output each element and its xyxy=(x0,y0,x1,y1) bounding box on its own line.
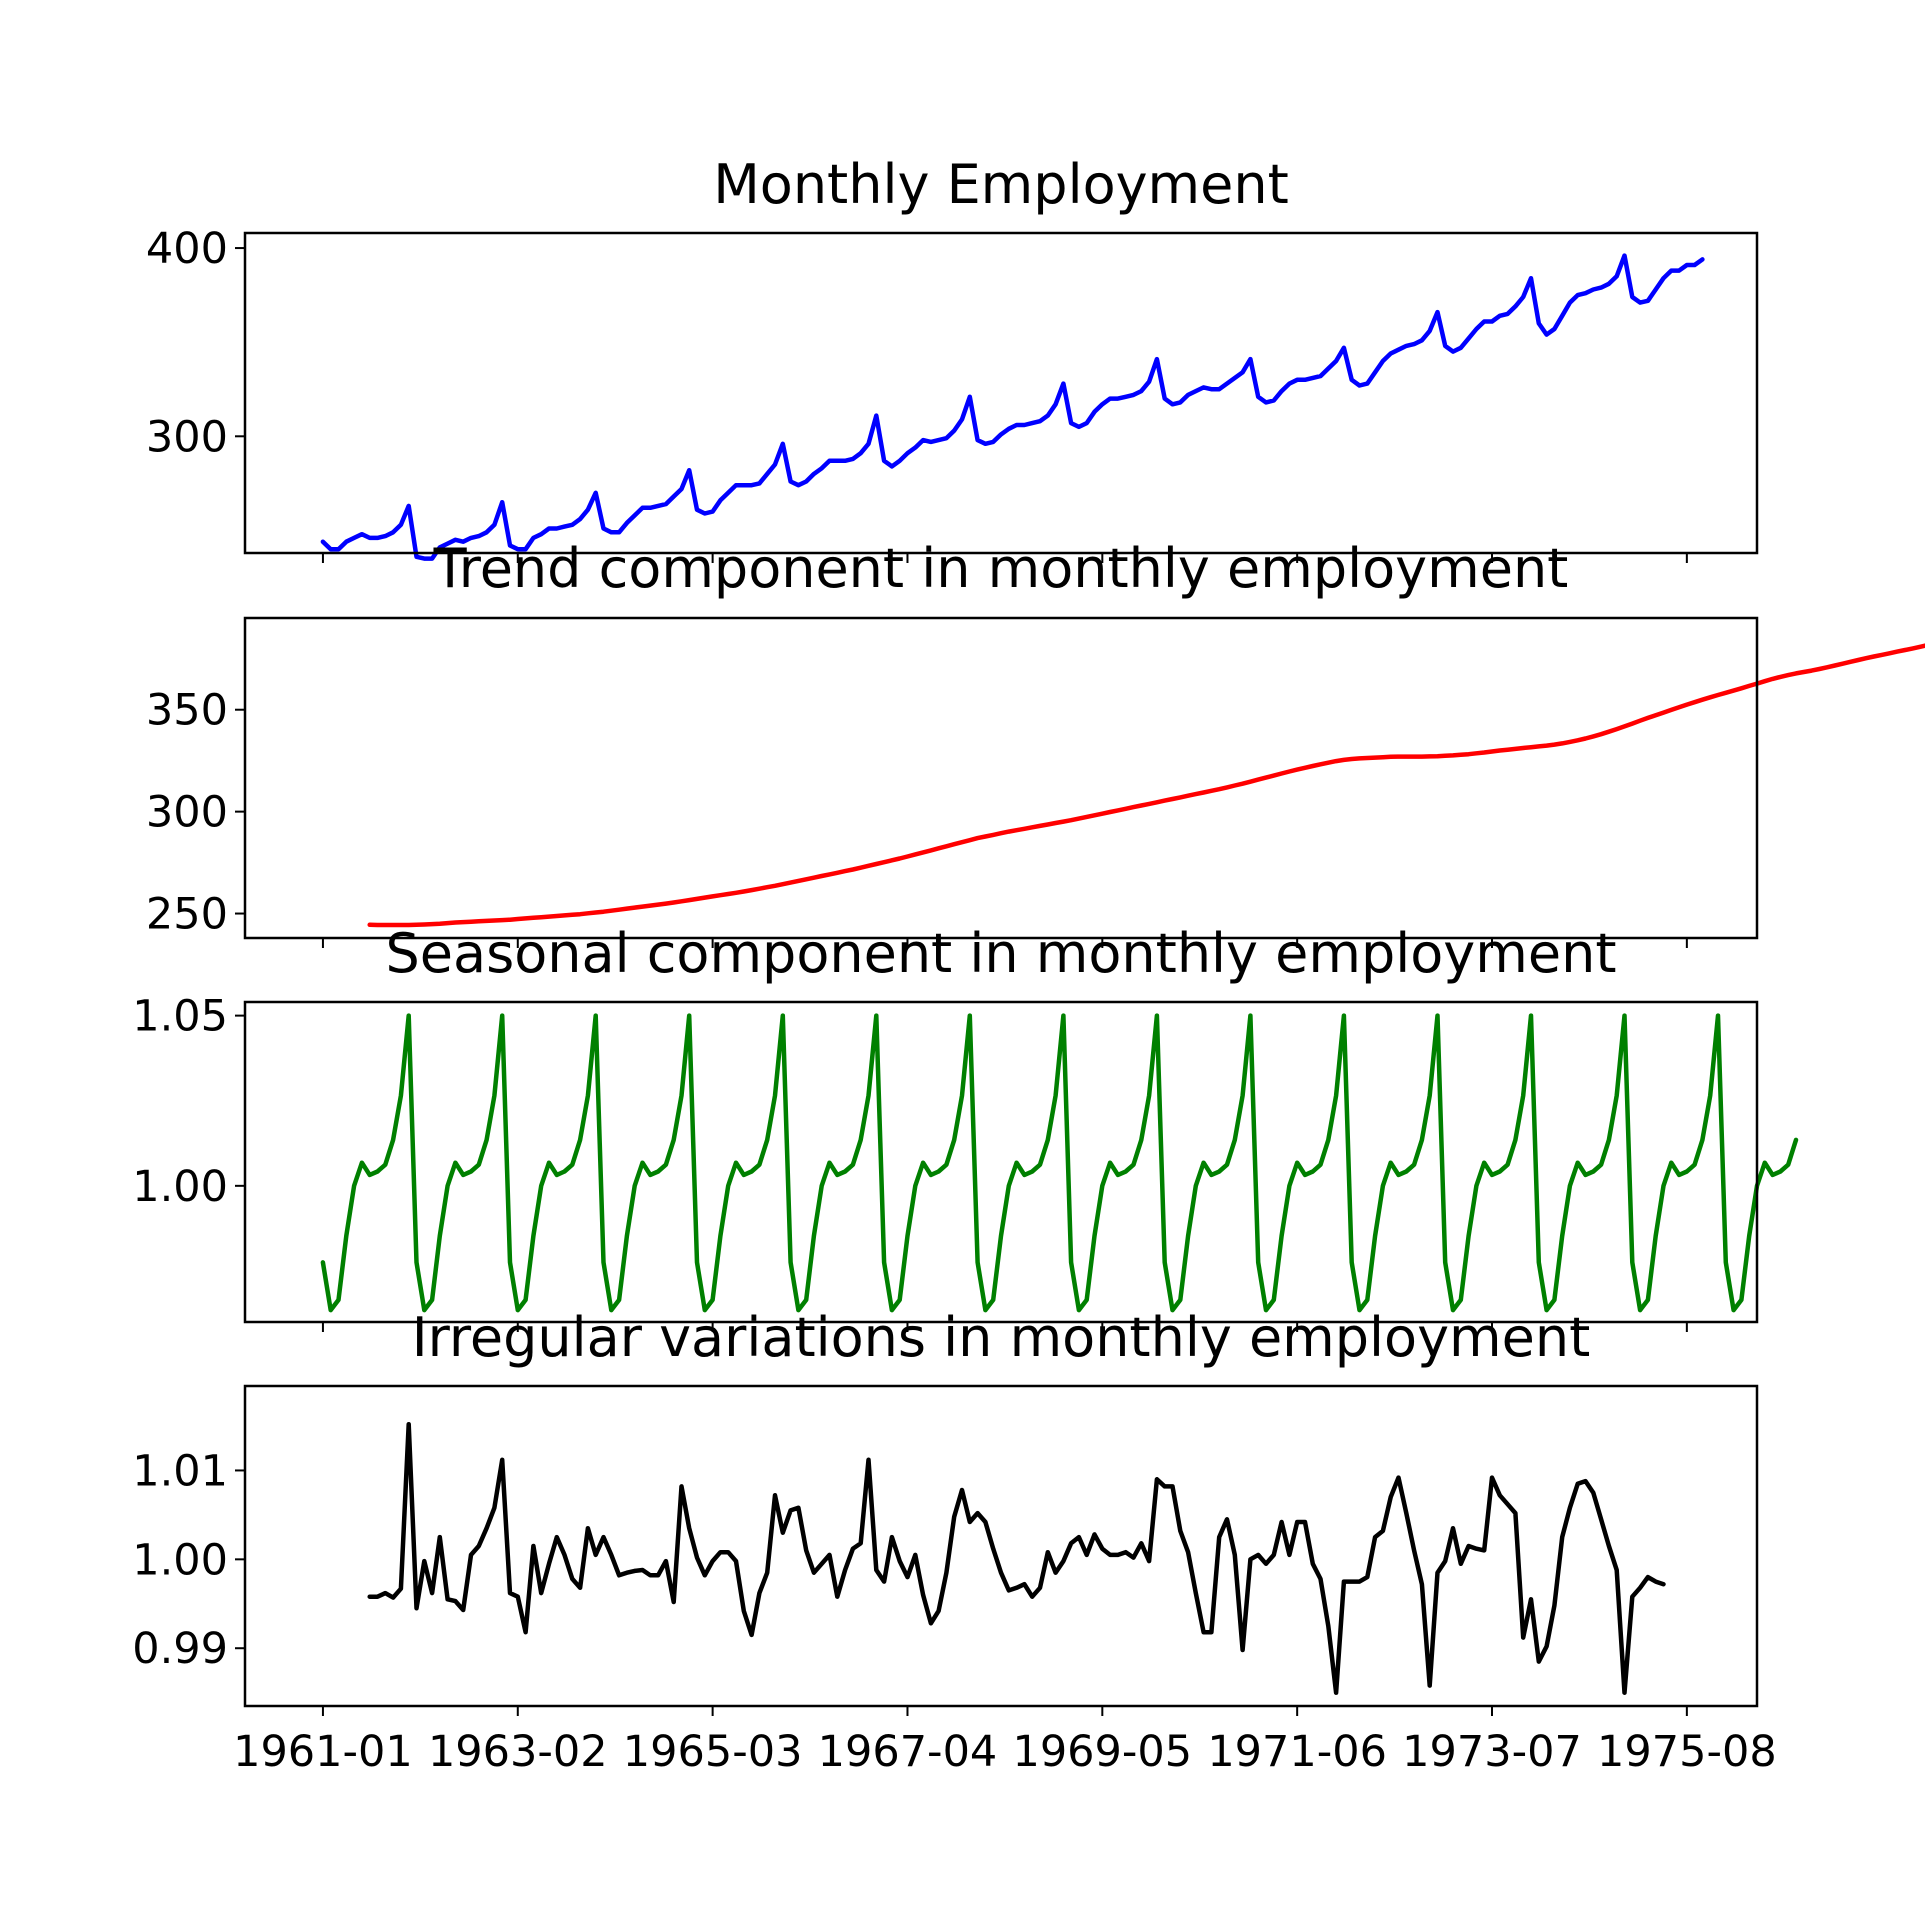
y-axis: 1.00 1.05 xyxy=(132,992,245,1212)
y-tick-label: 1.05 xyxy=(132,992,228,1042)
panel-irregular-variations: Irregular variations in monthly employme… xyxy=(132,1306,1776,1777)
employment-series-line xyxy=(320,253,1705,561)
x-axis-ticks xyxy=(321,1322,1688,1332)
plot-frame xyxy=(243,1384,1759,1708)
x-axis-ticks xyxy=(321,938,1688,948)
panel-trend-component: Trend component in monthly employment 25… xyxy=(146,537,1925,948)
panel-monthly-employment: Monthly Employment 300 400 xyxy=(146,153,1759,563)
x-tick-label: 1963-02 xyxy=(428,1727,608,1777)
y-tick-label: 250 xyxy=(146,890,228,940)
y-tick-label: 350 xyxy=(146,686,228,736)
plot-frame xyxy=(243,1000,1759,1324)
x-axis-ticks xyxy=(321,1706,1688,1716)
x-tick-label: 1967-04 xyxy=(818,1727,998,1777)
y-tick-label: 1.00 xyxy=(132,1535,228,1585)
y-axis: 300 400 xyxy=(146,224,245,462)
y-tick-label: 400 xyxy=(146,224,228,274)
y-tick-label: 300 xyxy=(146,412,228,462)
x-tick-label: 1965-03 xyxy=(623,1727,803,1777)
x-tick-label: 1971-06 xyxy=(1207,1727,1387,1777)
y-tick-label: 0.99 xyxy=(132,1624,228,1674)
trend-series-line xyxy=(367,643,1925,928)
x-tick-label: 1975-08 xyxy=(1597,1727,1777,1777)
y-axis: 250 300 350 xyxy=(146,686,245,940)
seasonal-series-line xyxy=(320,1013,1799,1313)
x-tick-label: 1969-05 xyxy=(1012,1727,1192,1777)
panel-title: Monthly Employment xyxy=(713,153,1289,216)
panel-seasonal-component: Seasonal component in monthly employment… xyxy=(132,922,1799,1332)
panel-title: Irregular variations in monthly employme… xyxy=(412,1306,1591,1369)
x-tick-label: 1973-07 xyxy=(1402,1727,1582,1777)
plot-frame xyxy=(243,231,1759,555)
x-axis-ticks xyxy=(321,553,1688,563)
y-tick-label: 300 xyxy=(146,788,228,838)
y-tick-label: 1.00 xyxy=(132,1162,228,1212)
irregular-series-line xyxy=(367,1421,1666,1695)
panel-title: Seasonal component in monthly employment xyxy=(385,922,1616,985)
y-axis: 0.99 1.00 1.01 xyxy=(132,1446,245,1674)
plot-frame xyxy=(243,616,1759,940)
y-tick-label: 1.01 xyxy=(132,1446,228,1496)
x-axis-tick-labels: 1961-01 1963-02 1965-03 1967-04 1969-05 1971-… xyxy=(233,1727,1777,1777)
panel-title: Trend component in monthly employment xyxy=(433,537,1569,600)
x-tick-label: 1961-01 xyxy=(233,1727,413,1777)
